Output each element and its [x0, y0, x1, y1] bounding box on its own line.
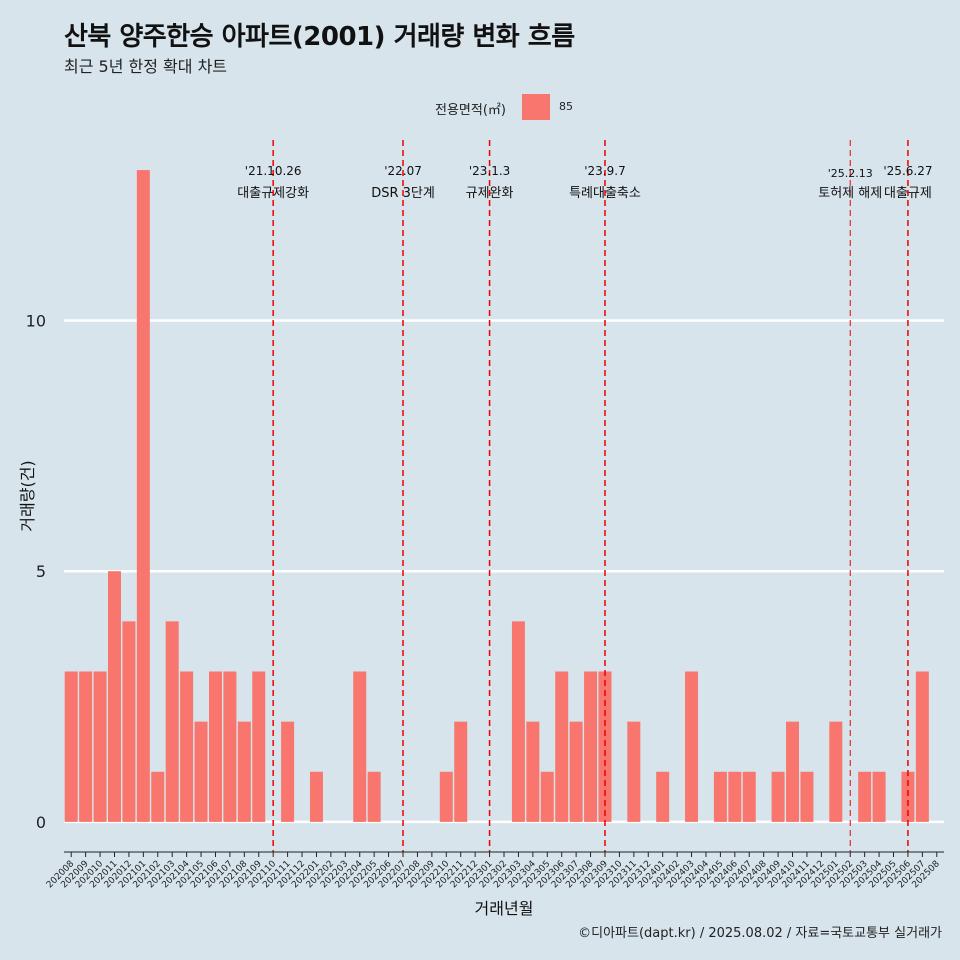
y-tick-label: 10	[26, 312, 46, 331]
legend-entry-label: 85	[559, 100, 573, 113]
bar	[136, 170, 150, 822]
bar	[685, 671, 699, 822]
y-tick-label: 0	[36, 813, 46, 832]
bar	[713, 771, 727, 822]
y-axis-title: 거래량(건)	[18, 460, 37, 531]
event-date-label: '25.6.27	[883, 164, 932, 178]
chart-subtitle: 최근 5년 한정 확대 차트	[64, 57, 228, 76]
bar	[569, 721, 583, 822]
bar	[829, 721, 843, 822]
bar	[237, 721, 251, 822]
bar	[151, 771, 165, 822]
bar	[540, 771, 554, 822]
axes: 0510202008202009202010202011202012202101…	[18, 312, 944, 918]
legend-title: 전용면적(㎡)	[435, 103, 506, 118]
bar	[584, 671, 598, 822]
source-caption: ©디아파트(dapt.kr) / 2025.08.02 / 자료=국토교통부 실…	[578, 926, 942, 941]
bar	[252, 671, 266, 822]
bar	[454, 721, 468, 822]
bar	[598, 671, 612, 822]
event-date-label: '21.10.26	[245, 164, 302, 178]
event-markers: '21.10.26 대출규제강화 '22.07 DSR 3단계 '23.1.3 규제완화 '…	[237, 140, 932, 852]
event-date-label: '23.9.7	[584, 164, 625, 178]
bar	[194, 721, 208, 822]
bar	[309, 771, 323, 822]
bar	[627, 721, 641, 822]
legend: 전용면적(㎡) 85	[0, 92, 960, 124]
bar	[511, 621, 525, 822]
bar	[901, 771, 915, 822]
bar	[742, 771, 756, 822]
bars	[64, 170, 929, 822]
event-name-label: 토허제 해제	[818, 186, 882, 201]
event-date-label: '25.2.13	[828, 167, 873, 180]
bar	[526, 721, 540, 822]
bar	[79, 671, 93, 822]
bar	[800, 771, 814, 822]
event-date-label: '22.07	[384, 164, 422, 178]
bar	[122, 621, 136, 822]
bar	[872, 771, 886, 822]
bar	[180, 671, 194, 822]
y-tick-label: 5	[36, 562, 46, 581]
event-date-label: '23.1.3	[469, 164, 510, 178]
bar	[786, 721, 800, 822]
bar	[555, 671, 569, 822]
bar	[439, 771, 453, 822]
chart-title: 산북 양주한승 아파트(2001) 거래량 변화 흐름	[64, 22, 575, 52]
legend-swatch	[522, 94, 550, 120]
bar	[915, 671, 929, 822]
bar	[367, 771, 381, 822]
bar	[64, 671, 78, 822]
bar	[93, 671, 107, 822]
bar	[353, 671, 367, 822]
event-name-label: 규제완화	[466, 186, 514, 201]
bar	[656, 771, 670, 822]
bar	[728, 771, 742, 822]
event-name-label: DSR 3단계	[371, 186, 435, 201]
event-name-label: 특례대출축소	[569, 186, 641, 201]
bar	[208, 671, 222, 822]
bar	[165, 621, 179, 822]
bar	[771, 771, 785, 822]
bar	[108, 571, 121, 822]
event-name-label: 대출규제	[884, 186, 932, 201]
event-name-label: 대출규제강화	[237, 186, 309, 201]
bar	[858, 771, 872, 822]
bar	[281, 721, 295, 822]
x-axis-title: 거래년월	[475, 899, 534, 918]
bar	[223, 671, 237, 822]
